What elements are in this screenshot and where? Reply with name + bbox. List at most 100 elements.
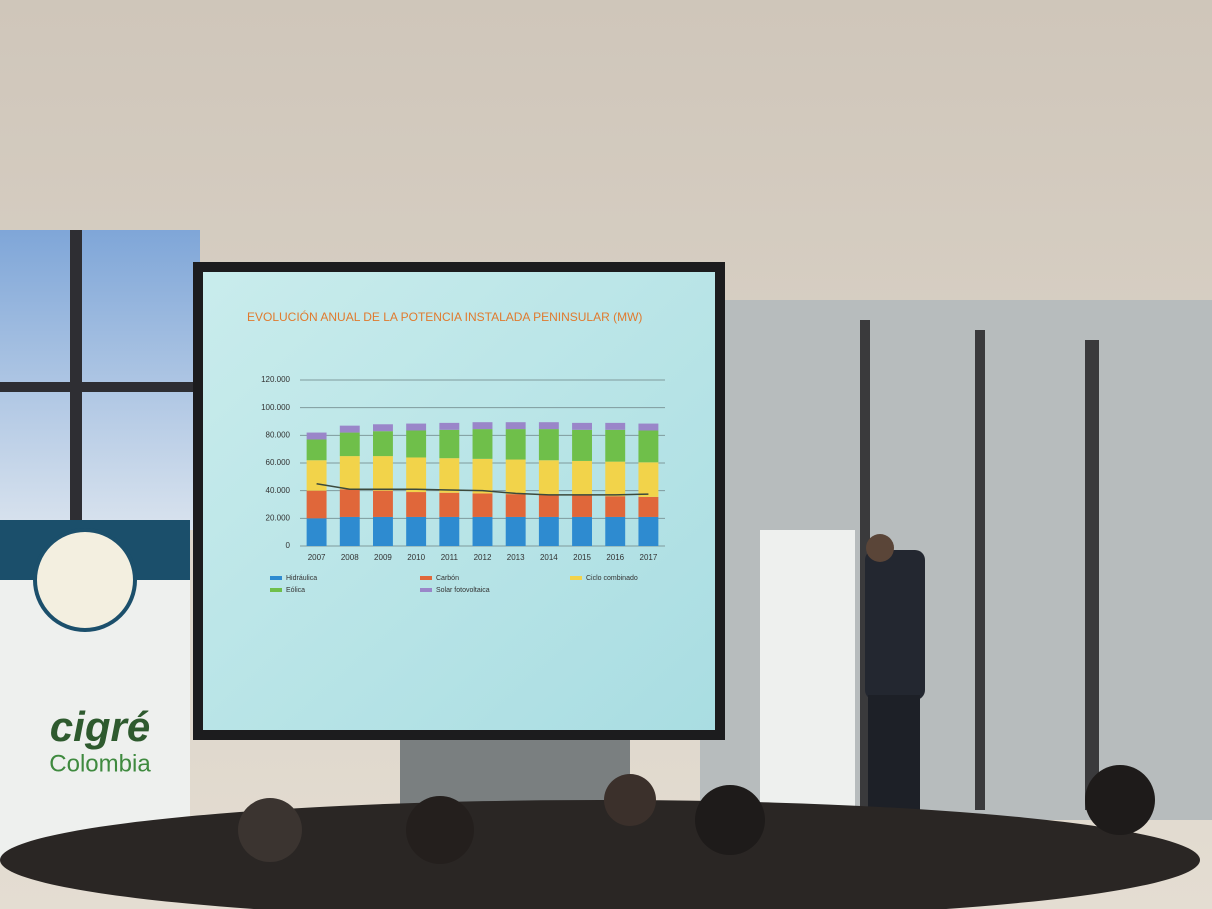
y-tick-label: 40.000 [266, 486, 291, 495]
x-tick-label: 2015 [573, 553, 591, 562]
bar-segment [506, 494, 526, 517]
y-tick-label: 100.000 [261, 403, 290, 412]
x-tick-label: 2014 [540, 553, 558, 562]
banner [760, 530, 855, 820]
banner-emblem [35, 530, 135, 630]
audience-head [604, 774, 656, 826]
bar-segment [638, 462, 658, 497]
bar-segment [506, 517, 526, 546]
bar-segment [572, 517, 592, 546]
y-tick-label: 20.000 [266, 513, 291, 522]
bar-segment [638, 497, 658, 517]
bar-segment [473, 429, 493, 459]
y-tick-label: 80.000 [266, 430, 291, 439]
banner-logo: cigré [50, 703, 150, 750]
window-frame [1085, 340, 1099, 810]
legend-swatch [270, 588, 282, 592]
bar-segment [340, 426, 360, 433]
window-frame [70, 230, 82, 530]
bar-segment [605, 423, 625, 430]
bar-segment [439, 517, 459, 546]
legend-label: Hidráulica [286, 575, 317, 582]
bar-segment [373, 431, 393, 456]
bar-segment [373, 517, 393, 546]
bar-segment [406, 430, 426, 457]
bar-segment [605, 430, 625, 462]
bar-segment [638, 517, 658, 546]
bar-segment [638, 430, 658, 462]
bar-segment [539, 517, 559, 546]
x-tick-label: 2016 [606, 553, 624, 562]
window-left [0, 230, 200, 530]
x-tick-label: 2009 [374, 553, 392, 562]
audience-head [406, 796, 474, 864]
bar-segment [406, 457, 426, 492]
bar-segment [506, 460, 526, 495]
audience-head [238, 798, 302, 862]
window-frame [0, 382, 200, 392]
y-tick-label: 60.000 [266, 458, 291, 467]
legend-swatch [420, 576, 432, 580]
bar-segment [406, 424, 426, 431]
bar-segment [373, 456, 393, 491]
chart-title: EVOLUCIÓN ANUAL DE LA POTENCIA INSTALADA… [247, 309, 642, 324]
bar-segment [572, 430, 592, 461]
bar-segment [473, 493, 493, 517]
bar-segment [638, 424, 658, 431]
bar-segment [605, 517, 625, 546]
bar-segment [307, 518, 327, 546]
speaker-head [866, 534, 894, 562]
bar-segment [307, 433, 327, 440]
audience-head [695, 785, 765, 855]
bar-segment [406, 517, 426, 546]
x-tick-label: 2011 [441, 553, 459, 562]
bar-segment [605, 462, 625, 497]
bar-segment [307, 439, 327, 460]
bar-segment [307, 460, 327, 490]
bar-segment [539, 460, 559, 495]
bar-segment [340, 489, 360, 517]
bar-segment [539, 495, 559, 517]
x-tick-label: 2010 [407, 553, 425, 562]
y-tick-label: 120.000 [261, 375, 290, 384]
scene: cigré Colombia EVOLUCIÓN ANUAL DE LA POT… [0, 0, 1212, 909]
x-tick-label: 2012 [474, 553, 492, 562]
legend-label: Carbón [436, 575, 459, 582]
legend-swatch [570, 576, 582, 580]
bar-segment [340, 456, 360, 489]
bar-segment [439, 458, 459, 493]
bar-segment [572, 496, 592, 517]
bar-segment [439, 423, 459, 430]
bar-segment [373, 491, 393, 517]
bar-segment [506, 429, 526, 459]
y-tick-label: 0 [286, 541, 291, 550]
bar-segment [473, 422, 493, 429]
bar-segment [307, 491, 327, 519]
bar-segment [473, 459, 493, 494]
legend-label: Eólica [286, 587, 305, 594]
bar-segment [439, 493, 459, 517]
speaker [865, 550, 925, 700]
bar-segment [373, 424, 393, 431]
bar-segment [340, 433, 360, 457]
bar-segment [340, 517, 360, 546]
bar-segment [539, 429, 559, 460]
bar-segment [506, 422, 526, 429]
legend-label: Solar fotovoltaica [436, 587, 490, 594]
bar-segment [539, 422, 559, 429]
window-frame [975, 330, 985, 810]
bar-segment [439, 430, 459, 458]
page: cigré Colombia EVOLUCIÓN ANUAL DE LA POT… [0, 0, 1212, 909]
x-tick-label: 2017 [640, 553, 658, 562]
bar-segment [473, 517, 493, 546]
audience-head [1085, 765, 1155, 835]
x-tick-label: 2008 [341, 553, 359, 562]
bar-segment [605, 496, 625, 517]
legend-swatch [270, 576, 282, 580]
legend-label: Ciclo combinado [586, 575, 638, 582]
bar-segment [572, 461, 592, 496]
legend-swatch [420, 588, 432, 592]
banner-sub: Colombia [49, 750, 151, 777]
x-tick-label: 2013 [507, 553, 525, 562]
bar-segment [406, 492, 426, 517]
